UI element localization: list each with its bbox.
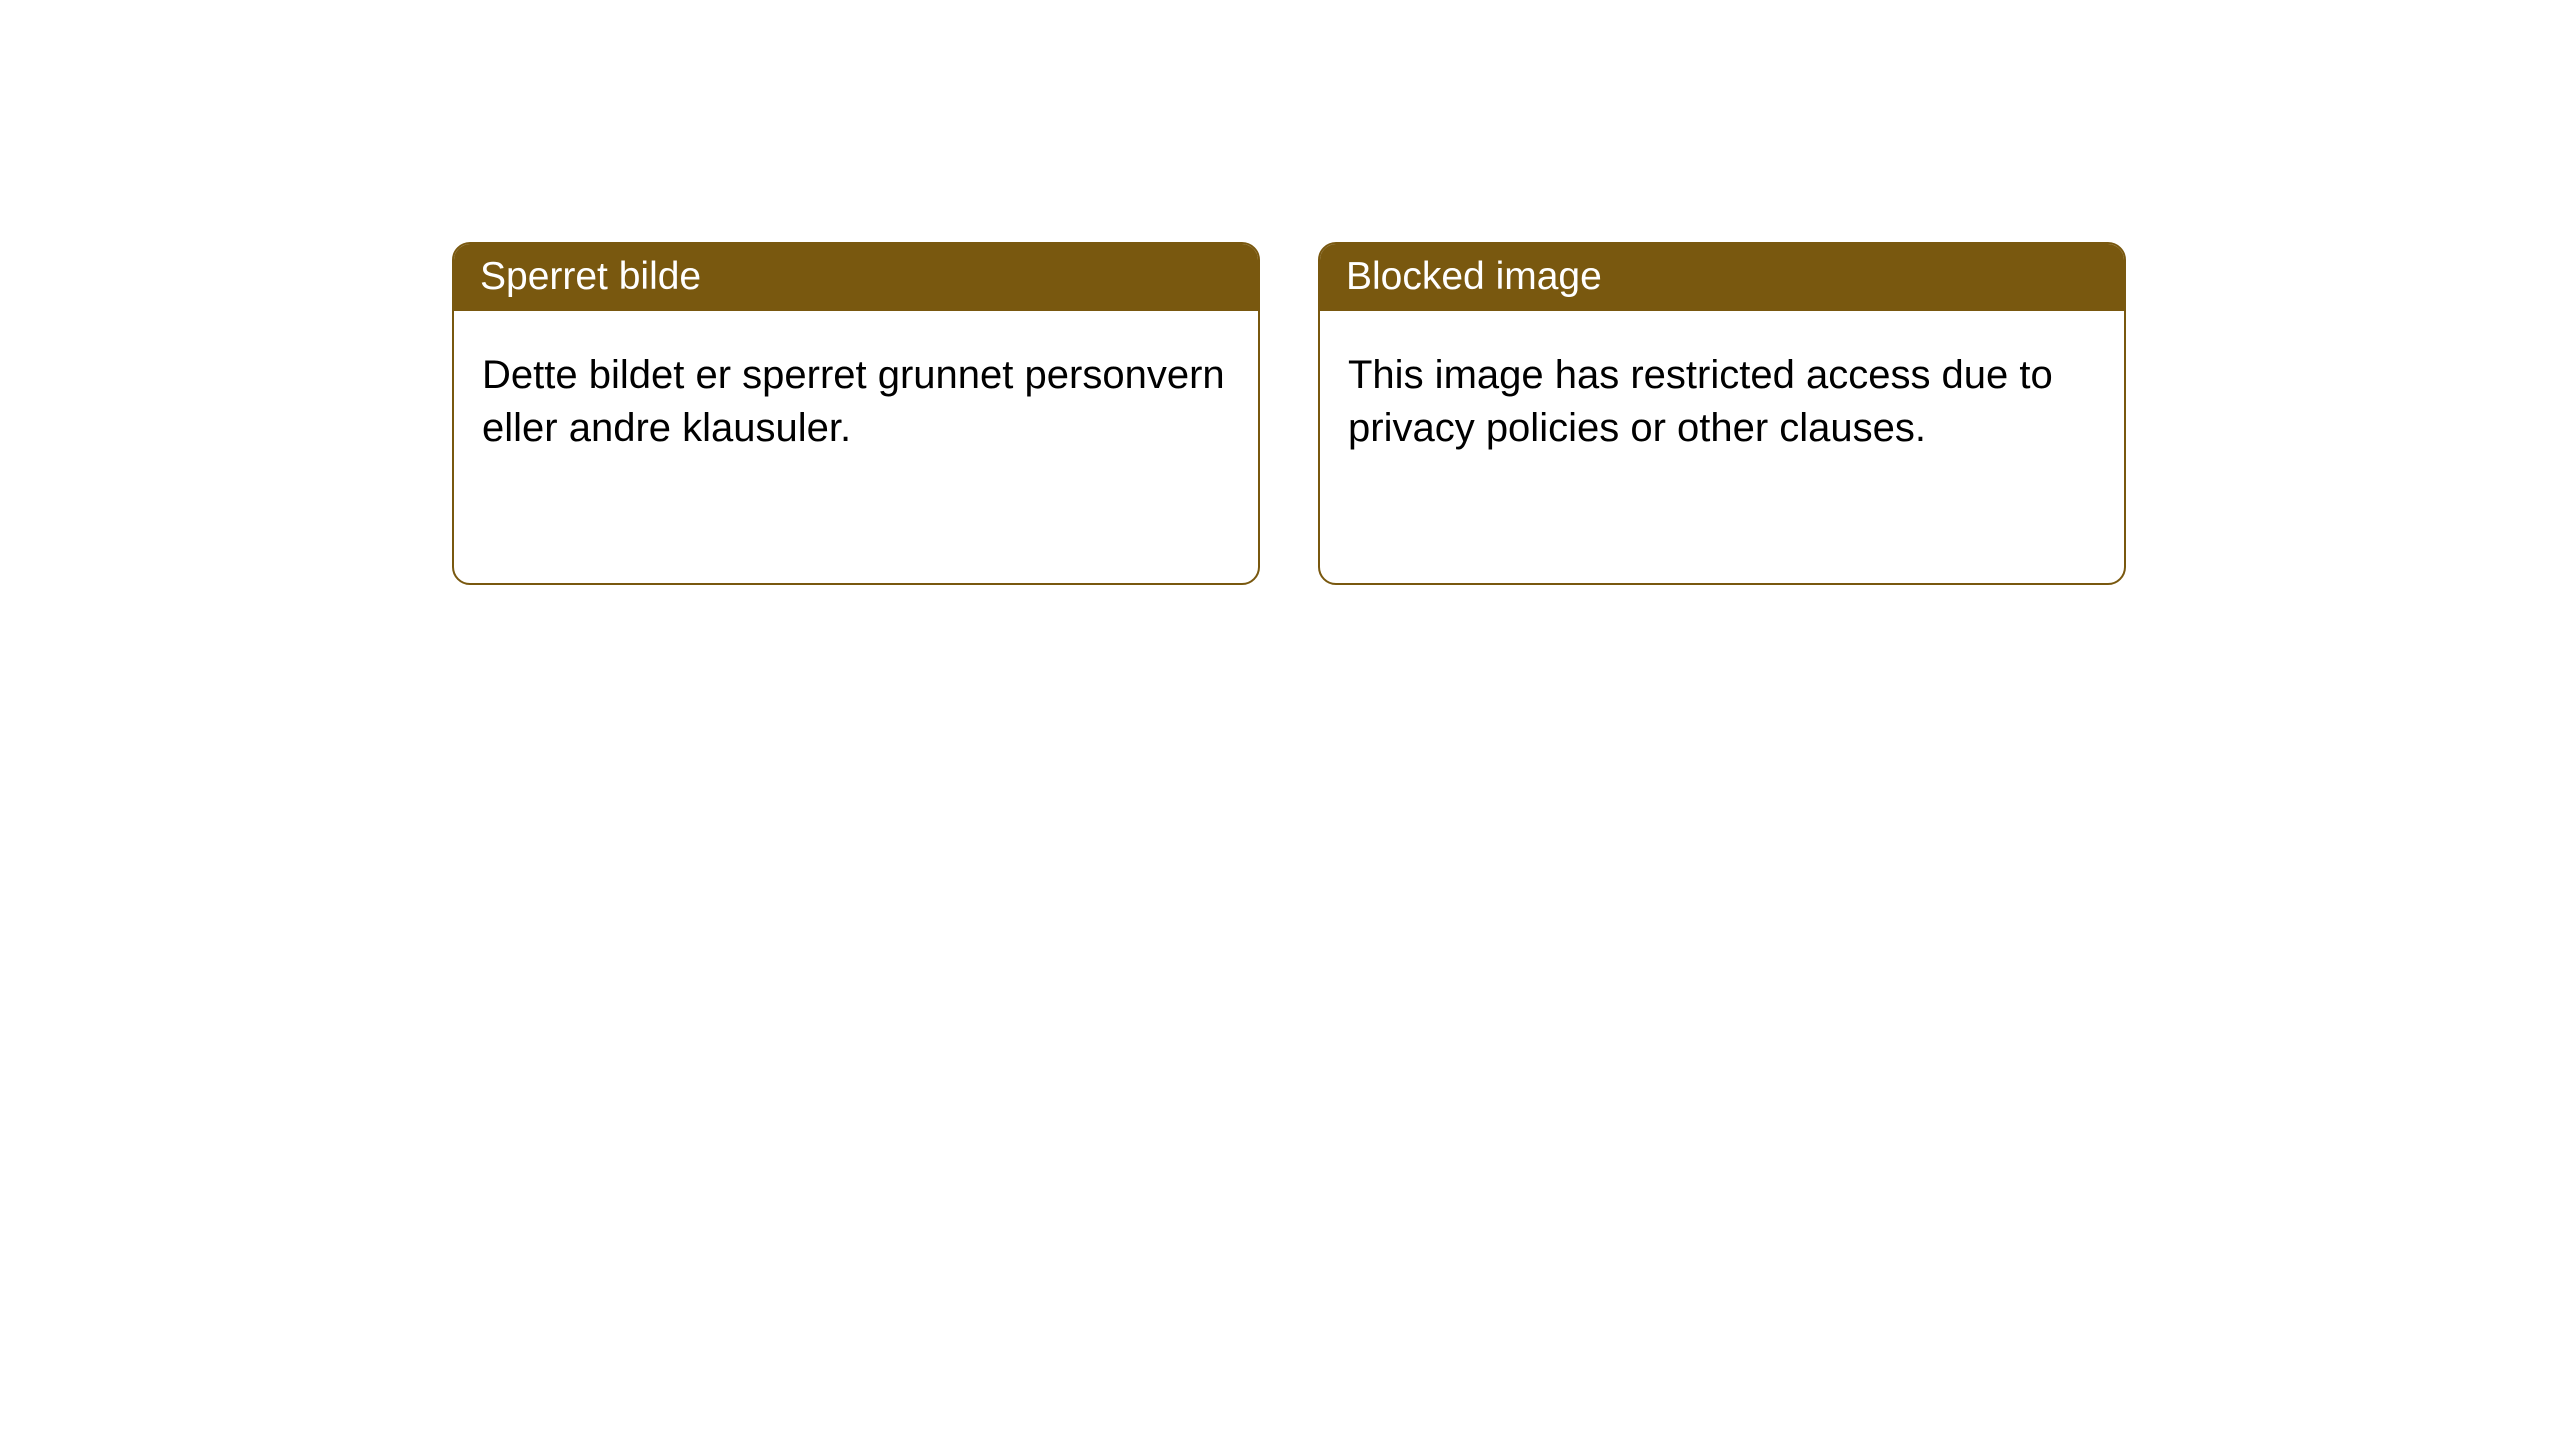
notice-body: This image has restricted access due to … — [1320, 311, 2124, 583]
notice-header: Sperret bilde — [454, 244, 1258, 311]
notice-title: Blocked image — [1346, 255, 1602, 298]
notice-box-norwegian: Sperret bilde Dette bildet er sperret gr… — [452, 242, 1260, 585]
notice-box-english: Blocked image This image has restricted … — [1318, 242, 2126, 585]
notice-body-text: This image has restricted access due to … — [1348, 353, 2053, 450]
notice-body: Dette bildet er sperret grunnet personve… — [454, 311, 1258, 583]
notice-title: Sperret bilde — [480, 255, 701, 298]
notice-body-text: Dette bildet er sperret grunnet personve… — [482, 353, 1225, 450]
notice-header: Blocked image — [1320, 244, 2124, 311]
notice-container: Sperret bilde Dette bildet er sperret gr… — [0, 0, 2560, 585]
